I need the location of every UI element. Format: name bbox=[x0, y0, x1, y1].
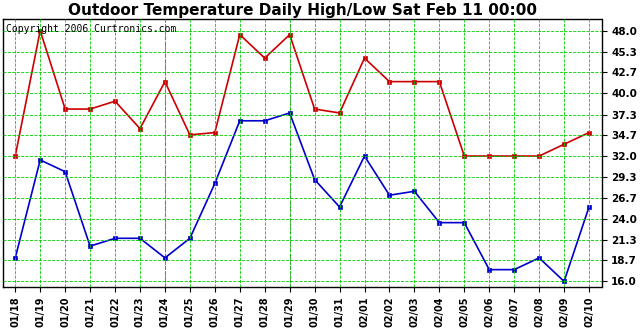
Text: Copyright 2006 Curtronics.com: Copyright 2006 Curtronics.com bbox=[6, 24, 176, 34]
Title: Outdoor Temperature Daily High/Low Sat Feb 11 00:00: Outdoor Temperature Daily High/Low Sat F… bbox=[68, 3, 536, 18]
